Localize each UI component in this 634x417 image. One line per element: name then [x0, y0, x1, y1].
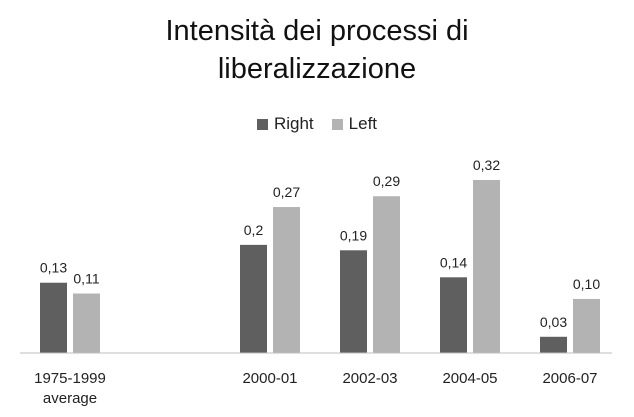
x-tick-label-4-0: 2006-07 [542, 370, 597, 387]
x-tick-label-0-1: average [43, 390, 97, 407]
legend-label-right: Right [273, 114, 314, 133]
data-label-left-3: 0,32 [473, 157, 500, 173]
data-label-right-0: 0,13 [40, 260, 67, 276]
chart-legend: Right Left [0, 114, 634, 134]
data-label-left-4: 0,10 [573, 276, 600, 292]
legend-swatch-right [256, 118, 268, 130]
bar-right-0 [40, 282, 67, 353]
legend-label-left: Left [348, 114, 378, 133]
bar-left-4 [573, 298, 600, 353]
x-tick-label-3-0: 2004-05 [442, 370, 497, 387]
bar-right-2 [340, 250, 367, 353]
data-label-right-3: 0,14 [440, 254, 467, 270]
bar-right-4 [540, 336, 567, 353]
legend-item-left: Left [331, 114, 378, 134]
bar-right-3 [440, 277, 467, 353]
data-label-right-1: 0,2 [244, 222, 264, 238]
x-tick-label-2-0: 2002-03 [342, 370, 397, 387]
bar-left-1 [273, 207, 300, 353]
data-label-right-4: 0,03 [540, 314, 567, 330]
data-label-left-2: 0,29 [373, 173, 400, 189]
bar-left-2 [373, 196, 400, 353]
bar-right-1 [240, 244, 267, 353]
bar-left-3 [473, 180, 500, 353]
x-tick-label-0-0: 1975-1999 [34, 370, 106, 387]
legend-swatch-left [331, 118, 343, 130]
data-label-left-0: 0,11 [73, 271, 99, 287]
data-label-right-2: 0,19 [340, 227, 367, 243]
chart-title-line-2: liberalizzazione [217, 53, 417, 85]
legend-item-right: Right [256, 114, 314, 134]
bar-left-0 [73, 293, 100, 353]
chart-title-line-1: Intensità dei processi di [165, 15, 469, 47]
data-label-left-1: 0,27 [273, 184, 300, 200]
x-tick-label-1-0: 2000-01 [242, 370, 297, 387]
